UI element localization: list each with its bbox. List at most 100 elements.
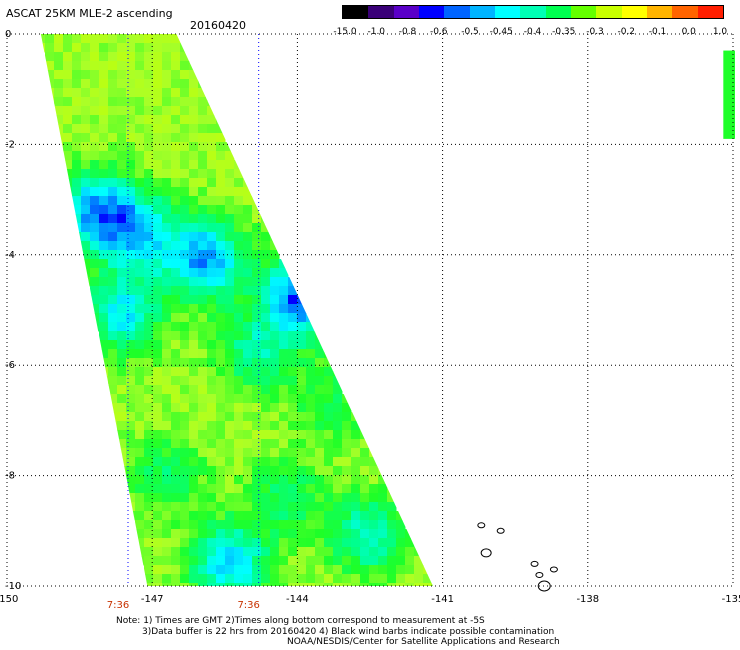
swath-cell [315,394,325,404]
swath-cell [126,142,136,152]
swath-cell [234,385,244,395]
swath-cell [72,178,82,188]
swath-cell [252,340,262,350]
swath-cell [135,367,145,377]
swath-cell [153,205,163,215]
swath-cell [153,529,163,539]
swath-cell [270,259,280,269]
swath-cell [144,457,154,467]
swath-cell [216,304,226,314]
swath-cell [243,358,253,368]
swath-cell [153,277,163,287]
swath-cell [162,142,172,152]
swath-cell [261,223,271,233]
y-tick-label: -8 [5,471,15,482]
swath-cell [126,232,136,242]
swath-cell [342,547,352,557]
swath-cell [225,358,235,368]
swath-cell [162,394,172,404]
swath-cell [171,538,181,548]
swath-cell [333,502,343,512]
swath-cell [324,574,334,584]
swath-cell [288,520,298,530]
swath-cell [189,421,199,431]
swath-cell [234,340,244,350]
swath-cell [180,295,190,305]
swath-cell [90,169,100,179]
swath-cell [261,448,271,458]
swath-cell [252,394,262,404]
swath-cell [108,412,118,422]
swath-cell [153,250,163,260]
swath-cell [207,565,217,575]
swath-cell [243,340,253,350]
swath-cell [216,457,226,467]
swath-cell [396,538,406,548]
swath-cell [225,214,235,224]
swath-cell [180,70,190,80]
swath-cell [108,304,118,314]
swath-cell [189,223,199,233]
swath-cell [180,133,190,143]
colorbar-label: -0.4 [523,27,542,37]
swath-cell [369,466,379,476]
swath-cell [270,421,280,431]
swath-cell [324,376,334,386]
swath-cell [207,133,217,143]
swath-cell [189,97,199,107]
swath-cell [162,133,172,143]
swath-cell [261,358,271,368]
swath-cell [117,70,127,80]
swath-cell [135,52,145,62]
swath-cell [270,376,280,386]
swath-cell [324,475,334,485]
swath-cell [252,268,262,278]
swath-cell [342,502,352,512]
swath-cell [108,133,118,143]
swath-cell [63,34,73,44]
swath-cell [117,133,127,143]
swath-cell [243,520,253,530]
swath-cell [117,196,127,206]
swath-cell [270,529,280,539]
swath-cell [108,34,118,44]
swath-cell [306,484,316,494]
swath-cell [144,322,154,332]
swath-cell [108,70,118,80]
swath-cell [324,547,334,557]
swath-cell [126,331,136,341]
swath-cell [333,511,343,521]
swath-cell [207,475,217,485]
swath-cell [162,277,172,287]
swath-cell [252,403,262,413]
swath-cell [315,574,325,584]
note-line-1: Note: 1) Times are GMT 2)Times along bot… [116,616,485,626]
swath-cell [234,169,244,179]
swath-cell [90,97,100,107]
swath-cell [207,106,217,116]
swath-cell [189,124,199,134]
swath-cell [351,430,361,440]
swath-cell [54,70,64,80]
swath-cell [333,385,343,395]
swath-cell [198,259,208,269]
swath-cell [90,142,100,152]
swath-cell [180,142,190,152]
swath-cell [180,331,190,341]
swath-cell [99,241,109,251]
swath-cell [126,43,136,53]
swath-cell [324,502,334,512]
swath-cell [108,88,118,98]
swath-cell [324,385,334,395]
swath-cell [162,304,172,314]
swath-cell [171,547,181,557]
swath-cell [135,205,145,215]
swath-cell [342,448,352,458]
swath-cell [270,385,280,395]
swath-cell [315,565,325,575]
swath-cell [279,439,289,449]
swath-cell [153,421,163,431]
swath-cell [108,394,118,404]
swath-cell [99,313,109,323]
swath-cell [198,277,208,287]
